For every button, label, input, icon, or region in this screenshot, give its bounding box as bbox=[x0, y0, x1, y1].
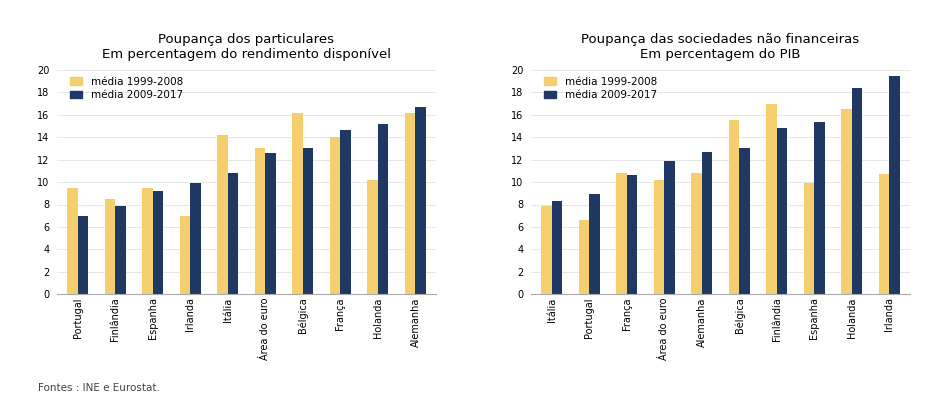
Bar bbox=[852, 88, 863, 294]
Bar bbox=[302, 148, 313, 294]
Legend: média 1999-2008, média 2009-2017: média 1999-2008, média 2009-2017 bbox=[543, 77, 657, 100]
Bar bbox=[729, 120, 739, 294]
Bar bbox=[191, 183, 201, 294]
Bar bbox=[739, 148, 750, 294]
Bar bbox=[292, 113, 302, 294]
Bar bbox=[879, 174, 889, 294]
Bar bbox=[616, 173, 627, 294]
Bar bbox=[265, 153, 276, 294]
Bar bbox=[702, 152, 712, 294]
Bar bbox=[142, 188, 153, 294]
Bar bbox=[776, 128, 787, 294]
Bar bbox=[115, 206, 125, 294]
Bar bbox=[541, 206, 552, 294]
Bar bbox=[368, 180, 378, 294]
Bar bbox=[415, 107, 426, 294]
Bar bbox=[578, 220, 589, 294]
Bar bbox=[405, 113, 415, 294]
Bar bbox=[814, 122, 825, 294]
Bar bbox=[104, 199, 115, 294]
Bar bbox=[665, 161, 675, 294]
Legend: média 1999-2008, média 2009-2017: média 1999-2008, média 2009-2017 bbox=[69, 77, 183, 100]
Bar bbox=[627, 175, 637, 294]
Bar bbox=[78, 216, 88, 294]
Bar bbox=[889, 76, 900, 294]
Bar bbox=[217, 135, 228, 294]
Bar bbox=[378, 124, 389, 294]
Bar bbox=[842, 109, 852, 294]
Bar bbox=[589, 194, 599, 294]
Text: Fontes : INE e Eurostat.: Fontes : INE e Eurostat. bbox=[38, 383, 160, 393]
Bar bbox=[330, 137, 340, 294]
Bar bbox=[552, 201, 562, 294]
Bar bbox=[255, 148, 265, 294]
Title: Poupança dos particulares
Em percentagem do rendimento disponível: Poupança dos particulares Em percentagem… bbox=[102, 34, 391, 61]
Bar bbox=[654, 180, 665, 294]
Bar bbox=[804, 183, 814, 294]
Bar bbox=[228, 173, 238, 294]
Bar bbox=[766, 104, 776, 294]
Bar bbox=[67, 188, 78, 294]
Bar bbox=[153, 191, 163, 294]
Bar bbox=[691, 173, 702, 294]
Bar bbox=[180, 216, 191, 294]
Title: Poupança das sociedades não financeiras
Em percentagem do PIB: Poupança das sociedades não financeiras … bbox=[581, 34, 860, 61]
Bar bbox=[340, 130, 351, 294]
